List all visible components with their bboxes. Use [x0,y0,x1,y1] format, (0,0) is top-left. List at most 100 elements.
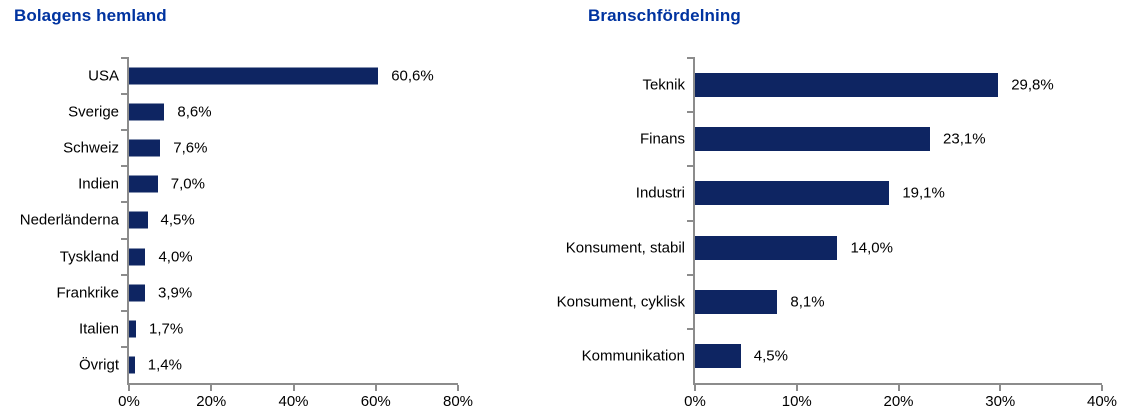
bar [695,343,741,368]
bar-row: Frankrike 3,9% [56,275,458,311]
y-axis-tick [121,237,129,240]
x-axis-tick-label: 0% [684,393,706,410]
x-axis-tick-label: 20% [883,393,914,410]
value-label: 60,6% [391,67,434,85]
chart-title: Branschfördelning [588,6,741,25]
bar-row: Konsument, cyklisk 8,1% [557,275,1102,329]
bar [695,181,890,206]
category-label: Finans [639,130,685,148]
y-axis-tick [687,165,695,168]
category-label: Konsument, stabil [565,239,685,257]
bar [129,248,146,266]
bar-row: Industri 19,1% [636,166,1102,220]
category-label: Tyskland [59,248,119,266]
y-axis-tick [121,93,129,96]
y-axis-tick [121,129,129,132]
bar [695,73,999,98]
bar [129,320,136,338]
category-label: Schweiz [63,139,119,157]
y-axis-tick [687,327,695,330]
bar-row: Tyskland 4,0% [60,239,458,275]
x-axis-tick-label: 40% [1086,393,1118,410]
x-axis-tick [897,385,900,391]
category-label: Italien [78,320,119,338]
y-axis-tick [687,111,695,114]
x-axis-tick [374,385,377,391]
category-label: Nederländerna [19,211,119,229]
bar-row: Konsument, stabil 14,0% [566,221,1102,275]
value-label: 4,5% [160,211,195,229]
x-axis-tick-label: 20% [196,393,227,410]
value-label: 4,5% [753,347,788,365]
x-axis-tick [795,385,798,391]
value-label: 7,0% [170,175,205,193]
x-axis-tick [1101,385,1103,391]
value-label: 29,8% [1011,76,1054,94]
chart-title: Bolagens hemland [14,6,167,25]
x-axis-tick-label: 30% [985,393,1016,410]
category-label: Teknik [642,76,685,94]
x-axis-tick-label: 10% [781,393,812,410]
y-axis-tick [121,273,129,276]
value-label: 4,0% [158,248,193,266]
bar-row: USA 60,6% [88,58,458,94]
x-axis-tick [694,385,696,391]
category-label: Övrigt [78,356,119,374]
bar-row: Nederländerna 4,5% [20,202,458,238]
bar [129,175,158,193]
bar [695,127,931,152]
bar-row: Finans 23,1% [640,112,1102,166]
bar [129,211,148,229]
x-axis-tick [210,385,213,391]
value-label: 8,1% [790,293,825,311]
category-label: Sverige [68,103,119,121]
y-axis-tick [121,345,129,348]
chart-bolagens-hemland: Bolagens hemland USA 60,6% Sverige 8,6% Schw… [0,0,530,415]
y-axis-tick [121,57,129,59]
bar [129,103,165,121]
y-axis-tick [687,273,695,276]
bar-row: Italien 1,7% [79,311,458,347]
bar-row: Indien 7,0% [78,166,458,202]
bar-row: Teknik 29,8% [642,58,1102,112]
category-label: Industri [635,184,685,202]
value-label: 14,0% [850,239,893,257]
value-label: 1,4% [147,356,182,374]
x-axis-tick [999,385,1002,391]
value-label: 3,9% [158,284,193,302]
y-axis-tick [687,219,695,222]
x-axis-tick-label: 80% [442,393,474,410]
y-axis-tick [121,309,129,312]
bar [129,67,379,85]
bar-row: Övrigt 1,4% [79,347,458,383]
value-label: 1,7% [148,320,184,338]
bar [695,289,778,314]
bar-row: Kommunikation 4,5% [582,329,1102,383]
x-axis-tick-label: 60% [360,393,391,410]
value-label: 23,1% [943,130,986,148]
category-label: Kommunikation [581,347,685,365]
y-axis-tick [121,201,129,204]
category-label: USA [88,67,119,85]
x-axis-tick [457,385,459,391]
bar [129,356,135,374]
x-axis-tick-label: 0% [118,393,140,410]
y-axis-tick [121,165,129,168]
x-axis-tick [292,385,295,391]
value-label: 8,6% [177,103,212,121]
bar [129,139,161,157]
category-label: Indien [78,175,119,193]
bar-row: Sverige 8,6% [68,94,458,130]
plot-area: USA 60,6% Sverige 8,6% Schweiz 7,6% Indien 7,0%… [20,57,473,410]
value-label: 7,6% [173,139,208,157]
y-axis-tick [687,57,695,59]
category-label: Frankrike [56,284,119,302]
bar [695,235,838,260]
chart-branschfordelning: Branschfördelning Teknik 29,8% Finans 23,1%… [557,0,1128,415]
value-label: 19,1% [902,184,945,202]
bar [129,284,146,302]
category-label: Konsument, cyklisk [556,293,685,311]
x-axis-tick [128,385,130,391]
bar-row: Schweiz 7,6% [63,130,458,166]
